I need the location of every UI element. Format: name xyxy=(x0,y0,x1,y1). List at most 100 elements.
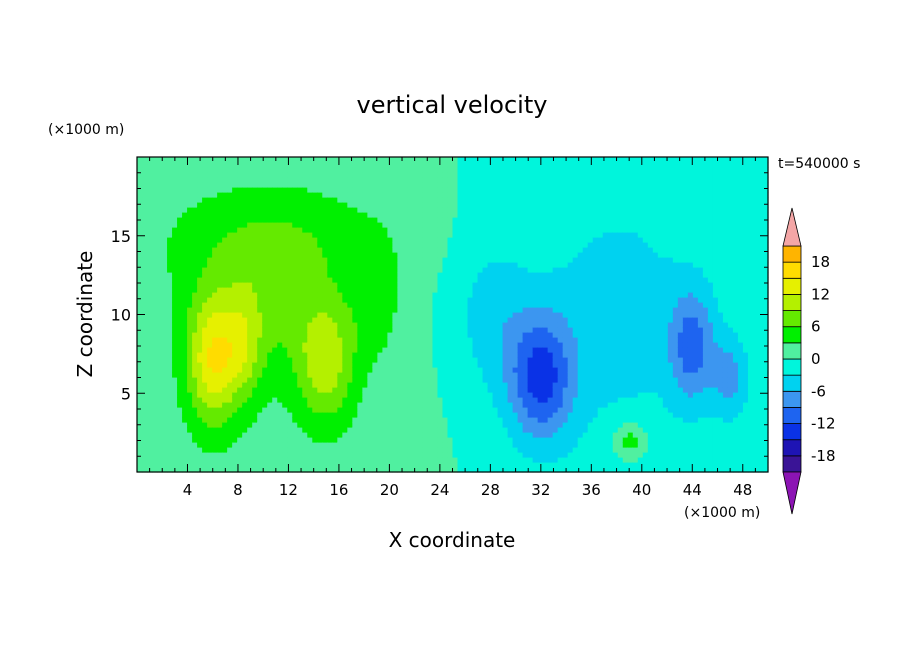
contour-cell xyxy=(252,427,258,433)
contour-cell xyxy=(332,217,338,223)
contour-cell xyxy=(517,292,524,298)
contour-cell xyxy=(442,232,449,238)
contour-cell xyxy=(182,242,188,248)
contour-cell xyxy=(167,177,173,183)
contour-cell xyxy=(447,167,454,173)
contour-cell xyxy=(402,362,409,368)
contour-cell xyxy=(327,392,333,398)
contour-cell xyxy=(472,192,479,198)
contour-cell xyxy=(502,412,509,418)
contour-cell xyxy=(257,407,263,413)
contour-cell xyxy=(262,282,268,288)
contour-cell xyxy=(467,182,474,188)
contour-cell xyxy=(457,287,464,293)
contour-cell xyxy=(367,397,373,403)
contour-cell xyxy=(412,312,419,318)
contour-cell xyxy=(267,467,273,473)
contour-cell xyxy=(332,292,338,298)
contour-cell xyxy=(392,307,399,313)
contour-cell xyxy=(472,212,479,218)
contour-cell xyxy=(237,432,243,438)
contour-cell xyxy=(217,157,223,163)
contour-cell xyxy=(507,227,514,233)
contour-cell xyxy=(257,237,263,243)
contour-cell xyxy=(352,277,358,283)
contour-cell xyxy=(382,227,388,233)
contour-cell xyxy=(522,392,529,398)
contour-cell xyxy=(232,262,238,268)
contour-cell xyxy=(482,382,489,388)
contour-cell xyxy=(172,462,178,468)
contour-cell xyxy=(412,292,419,298)
contour-cell xyxy=(257,452,263,458)
contour-cell xyxy=(427,462,434,468)
contour-cell xyxy=(462,327,469,333)
contour-cell xyxy=(517,442,524,448)
contour-cell xyxy=(157,372,163,378)
contour-cell xyxy=(232,417,238,423)
contour-cell xyxy=(187,432,193,438)
contour-cell xyxy=(202,327,208,333)
contour-cell xyxy=(402,422,409,428)
contour-cell xyxy=(412,222,419,228)
contour-cell xyxy=(412,447,419,453)
contour-cell xyxy=(202,412,208,418)
contour-cell xyxy=(262,157,268,163)
contour-cell xyxy=(352,447,358,453)
contour-cell xyxy=(377,257,383,263)
contour-cell xyxy=(282,252,288,258)
contour-cell xyxy=(322,312,328,318)
contour-cell xyxy=(372,182,378,188)
contour-cell xyxy=(257,317,263,323)
contour-cell xyxy=(217,272,223,278)
contour-cell xyxy=(477,362,484,368)
contour-cell xyxy=(192,207,198,213)
contour-cell xyxy=(337,467,343,473)
contour-cell xyxy=(467,362,474,368)
contour-cell xyxy=(417,412,424,418)
contour-cell xyxy=(492,332,499,338)
contour-cell xyxy=(522,377,529,383)
contour-cell xyxy=(197,312,203,318)
contour-cell xyxy=(337,222,343,228)
contour-cell xyxy=(327,252,333,258)
contour-cell xyxy=(282,282,288,288)
contour-cell xyxy=(327,417,333,423)
contour-cell xyxy=(472,282,479,288)
contour-cell xyxy=(512,392,519,398)
contour-cell xyxy=(457,237,464,243)
contour-cell xyxy=(527,222,534,228)
contour-cell xyxy=(412,227,419,233)
contour-cell xyxy=(252,347,258,353)
contour-cell xyxy=(507,462,514,468)
contour-cell xyxy=(527,282,534,288)
contour-cell xyxy=(242,467,248,473)
contour-cell xyxy=(337,217,343,223)
contour-cell xyxy=(507,417,514,423)
contour-cell xyxy=(232,237,238,243)
contour-cell xyxy=(362,387,368,393)
contour-cell xyxy=(202,162,208,168)
contour-cell xyxy=(282,407,288,413)
contour-cell xyxy=(457,202,464,208)
contour-cell xyxy=(272,382,278,388)
contour-cell xyxy=(522,462,529,468)
contour-cell xyxy=(232,377,238,383)
contour-cell xyxy=(137,332,143,338)
contour-cell xyxy=(392,387,399,393)
contour-cell xyxy=(242,302,248,308)
contour-cell xyxy=(327,422,333,428)
contour-cell xyxy=(452,282,459,288)
contour-cell xyxy=(322,162,328,168)
contour-cell xyxy=(362,357,368,363)
contour-cell xyxy=(187,337,193,343)
contour-cell xyxy=(397,237,404,243)
contour-cell xyxy=(317,442,323,448)
contour-cell xyxy=(287,432,293,438)
contour-cell xyxy=(282,177,288,183)
contour-cell xyxy=(397,252,404,258)
contour-cell xyxy=(247,262,253,268)
contour-cell xyxy=(217,257,223,263)
contour-cell xyxy=(467,397,474,403)
contour-cell xyxy=(527,437,534,443)
